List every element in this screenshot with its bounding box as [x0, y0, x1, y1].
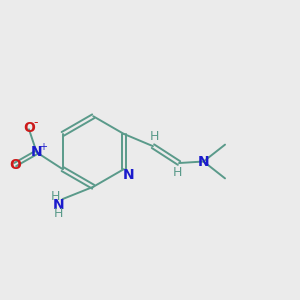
- Text: H: H: [51, 190, 61, 202]
- Text: -: -: [34, 116, 38, 129]
- Text: N: N: [52, 198, 64, 212]
- Text: H: H: [173, 166, 182, 179]
- Text: +: +: [39, 142, 47, 152]
- Text: N: N: [31, 145, 43, 159]
- Text: N: N: [198, 154, 209, 169]
- Text: H: H: [54, 207, 63, 220]
- Text: O: O: [23, 121, 35, 135]
- Text: O: O: [9, 158, 21, 172]
- Text: N: N: [123, 168, 134, 182]
- Text: H: H: [150, 130, 159, 143]
